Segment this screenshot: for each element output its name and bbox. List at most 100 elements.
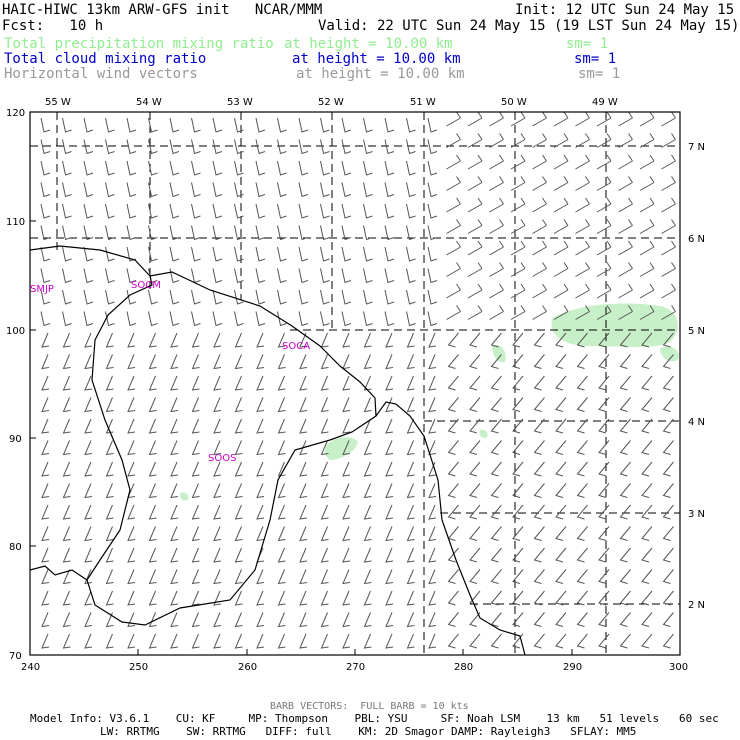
wind-barb — [234, 483, 243, 499]
wind-barb — [105, 526, 114, 542]
wind-barb — [256, 569, 265, 585]
wind-barb — [256, 354, 265, 370]
wind-barb — [256, 483, 265, 499]
wind-barb — [428, 354, 437, 370]
wind-barb — [298, 311, 309, 327]
field-wind-height: at height = 10.00 km — [296, 66, 465, 82]
wind-barb — [277, 375, 286, 391]
wind-barb — [299, 590, 308, 606]
wind-barb — [299, 526, 308, 542]
wind-barb — [40, 117, 51, 133]
wind-barb — [105, 139, 115, 155]
wind-barb — [298, 139, 309, 155]
wind-barb — [662, 547, 674, 563]
wind-barb — [555, 612, 567, 627]
wind-barb — [84, 526, 93, 542]
wind-barb — [191, 203, 201, 219]
lat-label-5n: 5 N — [688, 326, 705, 337]
wind-barb — [553, 111, 569, 127]
station-smjp: SMJP — [30, 284, 54, 295]
wind-barb — [447, 375, 459, 391]
wind-barb — [341, 311, 352, 327]
wind-barb — [342, 461, 351, 477]
wind-barb — [618, 283, 633, 299]
wind-barb — [212, 225, 223, 241]
wind-barb — [641, 397, 653, 412]
wind-barb — [277, 504, 286, 520]
wind-barb — [320, 418, 329, 434]
wind-barb — [363, 547, 372, 563]
wind-barb — [212, 246, 223, 262]
wind-barb — [447, 504, 459, 520]
wind-barb — [105, 203, 115, 219]
wind-barb — [428, 461, 437, 477]
wind-barb — [299, 354, 308, 370]
wind-barb — [170, 569, 179, 585]
wind-barb — [234, 311, 244, 327]
wind-barb — [469, 354, 481, 369]
wind-barb — [105, 311, 115, 327]
wind-barb — [406, 504, 415, 520]
wind-barb — [510, 111, 526, 127]
wind-barb — [385, 375, 394, 391]
wind-barb — [298, 225, 309, 241]
wind-barb — [598, 504, 610, 520]
wind-barb — [105, 289, 115, 305]
wind-barb — [342, 332, 351, 348]
wind-barb — [127, 397, 136, 413]
wind-barb — [277, 461, 286, 477]
wind-barb — [662, 633, 674, 649]
wind-barb — [62, 354, 71, 370]
wind-barb — [575, 133, 590, 148]
wind-barb — [639, 219, 655, 234]
wind-barb — [277, 117, 287, 133]
wind-barb — [320, 311, 330, 327]
wind-barb — [299, 483, 308, 499]
wind-barb — [363, 590, 372, 606]
wind-barb — [277, 354, 286, 370]
wind-barb — [84, 590, 93, 606]
wind-barb — [385, 504, 394, 520]
wind-barb — [41, 418, 50, 434]
wind-barb — [384, 139, 395, 155]
wind-barb — [489, 197, 504, 213]
wind-barb — [127, 332, 136, 348]
wind-barb — [384, 203, 395, 219]
wind-barb — [62, 461, 71, 477]
wind-barb — [234, 289, 244, 305]
wind-barb — [320, 354, 329, 370]
wind-barb — [320, 246, 330, 262]
wind-barb — [446, 219, 461, 234]
wind-barb — [191, 354, 200, 370]
axis-ticks — [29, 111, 681, 656]
wind-barb — [641, 569, 653, 584]
wind-barb — [363, 225, 373, 241]
wind-barb — [576, 332, 588, 348]
wind-barb — [84, 504, 93, 520]
wind-barb — [555, 397, 567, 412]
wind-barb — [62, 397, 71, 413]
wind-barb — [512, 504, 524, 520]
wind-barb — [490, 547, 502, 563]
wind-barb — [105, 483, 114, 499]
wind-barb — [662, 569, 674, 584]
wind-barb — [406, 418, 415, 434]
wind-barb — [170, 418, 179, 434]
wind-barb — [618, 240, 633, 256]
wind-barb — [320, 504, 329, 520]
wind-barb — [598, 526, 610, 541]
wind-barb — [385, 569, 394, 585]
wind-barb — [62, 612, 71, 628]
wind-barb — [618, 305, 633, 320]
wind-barb — [490, 397, 502, 412]
wind-barb — [342, 418, 351, 434]
wind-barb — [148, 569, 157, 585]
lat-label-3n: 3 N — [688, 509, 705, 520]
wind-barb — [62, 225, 72, 241]
wind-barb — [84, 397, 93, 413]
wind-barb — [256, 375, 265, 391]
wind-barb — [212, 289, 223, 305]
wind-barb — [533, 440, 545, 455]
wind-barb — [510, 262, 526, 277]
